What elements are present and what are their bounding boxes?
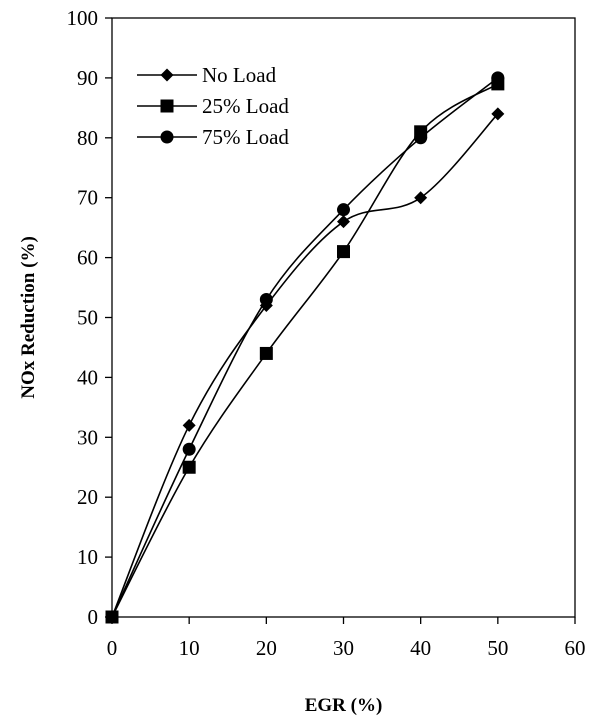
data-point [491, 107, 505, 121]
data-point [414, 191, 428, 205]
series-line [111, 113, 499, 618]
data-point [182, 418, 196, 432]
series-layer [105, 71, 505, 624]
y-tick-label: 10 [77, 545, 98, 569]
legend-item: 25% Load [137, 94, 289, 118]
y-tick-label: 50 [77, 306, 98, 330]
x-tick-label: 0 [107, 636, 118, 660]
legend: No Load 25% Load 75% Load [137, 63, 289, 149]
x-axis-title: EGR (%) [305, 695, 383, 716]
y-tick-label: 70 [77, 186, 98, 210]
y-tick-label: 100 [67, 6, 99, 30]
data-point [491, 71, 505, 85]
y-tick-label: 30 [77, 425, 98, 449]
data-point [337, 245, 350, 259]
y-tick-label: 0 [88, 605, 99, 629]
x-tick-label: 50 [487, 636, 508, 660]
legend-marker [160, 130, 174, 144]
y-tick-label: 40 [77, 365, 98, 389]
plot-area [111, 17, 576, 618]
data-point [337, 215, 350, 229]
legend-marker [160, 68, 174, 82]
data-point [182, 460, 196, 474]
series-2 [105, 71, 505, 624]
y-tick-label: 80 [77, 126, 98, 150]
legend-label: 75% Load [202, 125, 289, 149]
x-axis: 0 10 20 30 40 50 60 [107, 617, 586, 660]
y-tick-label: 90 [77, 66, 98, 90]
series-0 [105, 107, 505, 624]
legend-label: 25% Load [202, 94, 289, 118]
data-point [259, 293, 273, 307]
series-line [111, 77, 499, 618]
data-point [337, 203, 350, 217]
x-tick-label: 40 [410, 636, 431, 660]
y-tick-label: 60 [77, 246, 98, 270]
x-tick-label: 20 [256, 636, 277, 660]
legend-label: No Load [202, 63, 277, 87]
y-tick-label: 20 [77, 485, 98, 509]
data-point [105, 610, 119, 624]
x-tick-label: 60 [565, 636, 586, 660]
legend-item: 75% Load [137, 125, 289, 149]
data-point [259, 346, 273, 360]
x-tick-label: 10 [179, 636, 200, 660]
x-tick-label: 30 [333, 636, 354, 660]
y-axis-title: NOx Reduction (%) [18, 236, 39, 399]
legend-marker [160, 99, 174, 113]
plot-frame [111, 17, 576, 618]
y-axis: 0 10 20 30 40 50 60 70 80 90 100 [67, 6, 112, 629]
series-line [111, 83, 499, 618]
series-1 [105, 77, 505, 624]
data-point [414, 131, 428, 145]
legend-item: No Load [137, 63, 277, 87]
data-point [182, 442, 196, 456]
